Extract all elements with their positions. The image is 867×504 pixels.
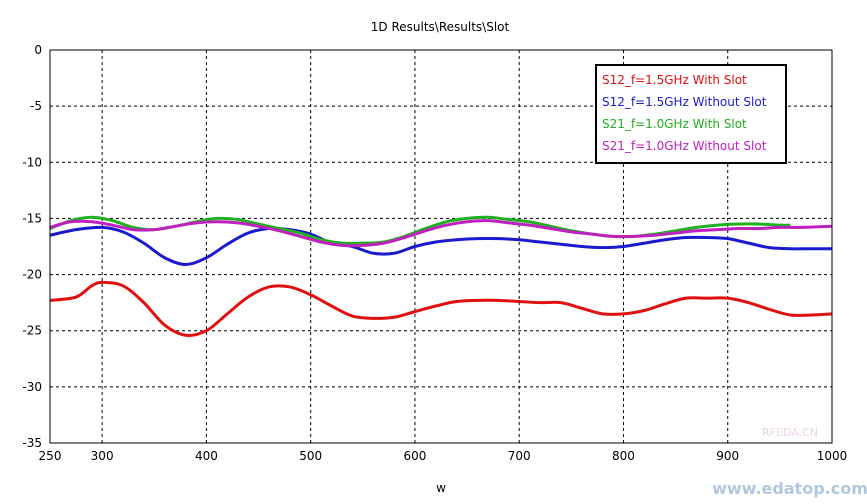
x-tick-label: 400 <box>195 449 218 463</box>
x-tick-label: 700 <box>508 449 531 463</box>
y-tick-label: -15 <box>22 211 42 225</box>
axis-ticks: 250 300 400 500 600 700 800 900 1000 0 -5 -10 -15 -20… <box>22 43 847 463</box>
grid <box>50 50 832 443</box>
x-tick-label: 1000 <box>817 449 848 463</box>
legend-entry: S12_f=1.5GHz With Slot <box>602 73 747 87</box>
legend-entry: S21_f=1.0GHz With Slot <box>602 117 747 131</box>
x-tick-label: 300 <box>91 449 114 463</box>
y-tick-label: -35 <box>22 436 42 450</box>
legend-entry: S12_f=1.5GHz Without Slot <box>602 95 767 109</box>
y-tick-label: -20 <box>22 268 42 282</box>
series-line-4 <box>49 219 833 248</box>
x-tick-label: 800 <box>612 449 635 463</box>
svg-text:RFEDA.CN: RFEDA.CN <box>762 426 818 439</box>
y-tick-label: 0 <box>34 43 42 57</box>
series-line-1 <box>49 280 833 337</box>
x-tick-label: 900 <box>716 449 739 463</box>
y-tick-label: -5 <box>30 99 42 113</box>
x-tick-label: 250 <box>39 449 62 463</box>
y-tick-label: -30 <box>22 380 42 394</box>
chart-title: 1D Results\Results\Slot <box>371 20 510 34</box>
plot-frame <box>49 49 833 444</box>
series-line-2 <box>49 225 832 266</box>
legend-entry: S21_f=1.0GHz Without Slot <box>602 139 767 153</box>
y-tick-label: -10 <box>22 155 42 169</box>
series-lines <box>49 215 833 337</box>
x-axis-label: w <box>436 481 446 495</box>
svg-text:www.edatop.com: www.edatop.com <box>712 479 867 498</box>
y-tick-label: -25 <box>22 324 42 338</box>
watermark: RFEDA.CN www.edatop.com <box>712 426 867 498</box>
legend-box <box>595 64 787 164</box>
legend: S12_f=1.5GHz With Slot S12_f=1.5GHz Witho… <box>595 64 787 164</box>
x-tick-label: 600 <box>403 449 426 463</box>
x-tick-label: 500 <box>299 449 322 463</box>
